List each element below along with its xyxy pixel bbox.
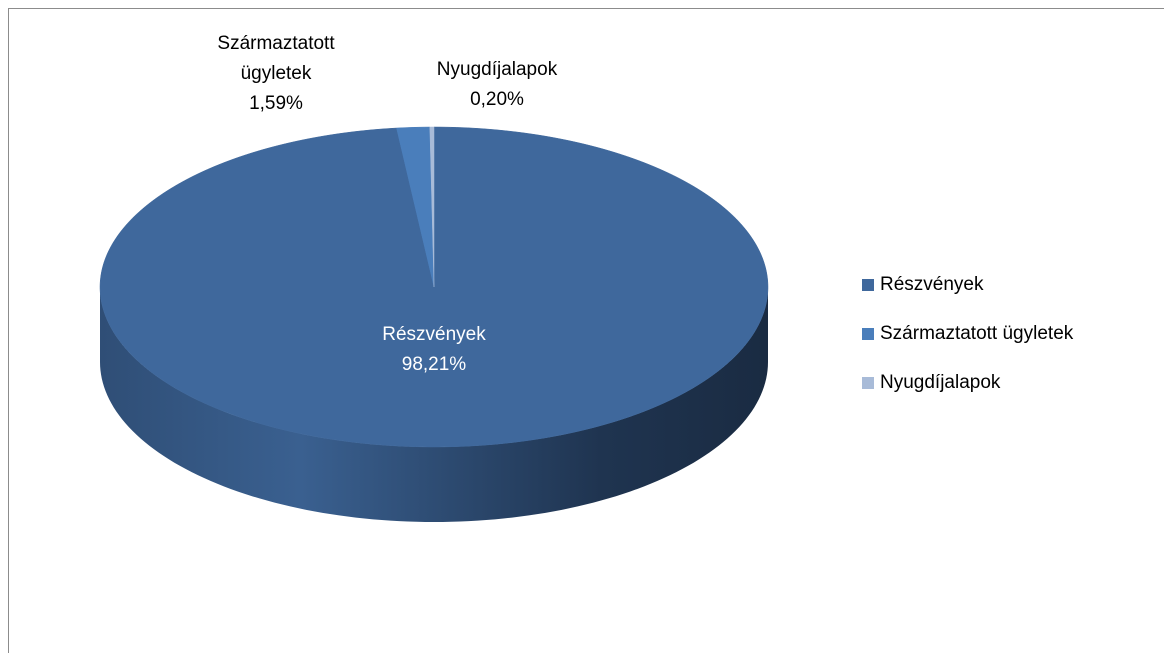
legend-label: Részvények [880,274,984,295]
legend-swatch [862,377,874,389]
data-label-value: 0,20% [470,89,524,110]
data-label: Származtatott ügyletek 1,59% [211,29,341,119]
legend-swatch [862,279,874,291]
legend-label: Nyugdíjalapok [880,372,1001,393]
data-label-category: Részvények [382,324,486,345]
legend-label: Származtatott ügyletek [880,323,1074,344]
data-label-category: Nyugdíjalapok [436,59,558,80]
slice [429,126,435,288]
chart-border [8,8,1164,653]
data-label-value: 1,59% [249,93,303,114]
data-label: Nyugdíjalapok 0,20% [397,55,597,115]
data-label: Részvények 98,21% [334,320,534,380]
legend-swatch [862,328,874,340]
data-label-category: Származtatott ügyletek [217,33,335,84]
slice-side [100,287,768,522]
slice [396,126,435,288]
data-label-value: 98,21% [401,354,467,375]
